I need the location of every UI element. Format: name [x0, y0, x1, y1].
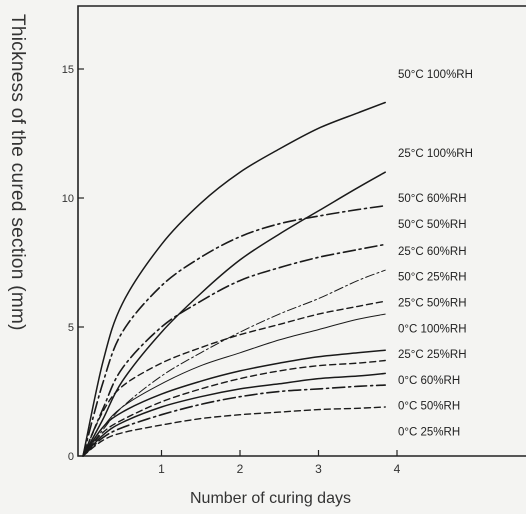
- y-tick-label: 0: [68, 451, 74, 463]
- series-label: 0°C 50%RH: [398, 401, 460, 413]
- series-line-4: [82, 269, 386, 457]
- series-line-8: [82, 359, 386, 457]
- series-line-7: [82, 349, 386, 457]
- x-tick-label: 2: [237, 462, 244, 476]
- series-line-0: [82, 101, 386, 457]
- series-line-9: [82, 372, 386, 457]
- y-tick-label: 10: [62, 193, 74, 205]
- series-line-10: [82, 384, 386, 457]
- x-tick-label: 3: [315, 462, 322, 476]
- y-tick-label: 5: [68, 322, 74, 334]
- series-line-5: [82, 300, 386, 457]
- y-tick-label: 15: [62, 64, 74, 76]
- series-lines: [82, 101, 386, 457]
- y-axis-title: Thickness of the cured section (mm): [7, 14, 28, 331]
- x-axis-title: Number of curing days: [190, 490, 351, 507]
- series-line-11: [82, 406, 386, 457]
- series-line-3: [82, 243, 386, 457]
- series-label: 25°C 100%RH: [398, 148, 473, 160]
- series-label: 0°C 25%RH: [398, 426, 460, 438]
- series-line-6: [82, 313, 386, 457]
- series-label: 25°C 50%RH: [398, 297, 467, 309]
- series-line-1: [82, 171, 386, 457]
- series-label: 50°C 25%RH: [398, 272, 467, 284]
- series-line-2: [82, 204, 386, 457]
- series-label: 0°C 60%RH: [398, 375, 460, 387]
- x-tick-label: 4: [394, 462, 401, 476]
- series-label: 25°C 25%RH: [398, 349, 467, 361]
- y-axis-title-wrap: Thickness of the cured section (mm): [2, 14, 32, 484]
- series-label: 50°C 60%RH: [398, 193, 467, 205]
- axes: 0 5 10 15 1 2 3 4: [62, 5, 526, 476]
- x-tick-label: 1: [158, 462, 165, 476]
- series-labels: 50°C 100%RH 25°C 100%RH 50°C 60%RH 50°C 50%…: [398, 69, 473, 438]
- series-label: 50°C 100%RH: [398, 69, 473, 81]
- series-label: 50°C 50%RH: [398, 219, 467, 231]
- series-label: 0°C 100%RH: [398, 323, 467, 335]
- plot-frame: [77, 5, 526, 457]
- series-label: 25°C 60%RH: [398, 246, 467, 258]
